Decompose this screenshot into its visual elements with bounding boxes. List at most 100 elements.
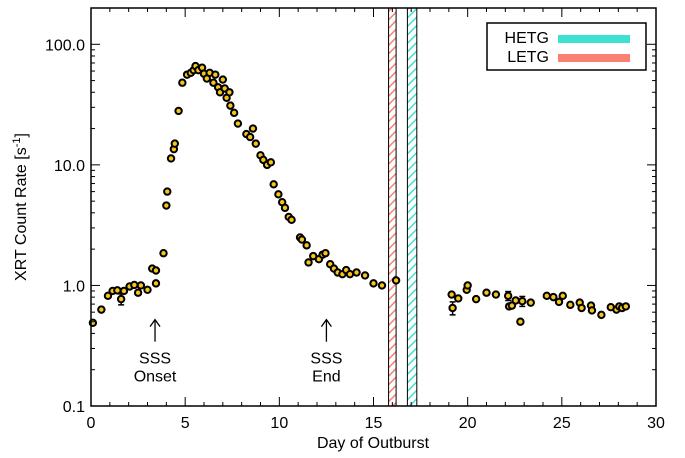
data-point (454, 294, 463, 303)
data-point (174, 106, 183, 116)
y-axis-ticks (91, 7, 656, 407)
data-point (503, 291, 513, 301)
legend-swatch-letg (558, 54, 630, 62)
data-point (116, 294, 126, 304)
legend-label-hetg: HETG (505, 30, 549, 47)
legend-box (486, 22, 647, 71)
data-point (391, 276, 401, 285)
data-point (554, 297, 564, 307)
data-point (211, 70, 220, 79)
data-point (516, 317, 525, 326)
observation-windows (388, 7, 418, 407)
data-point (448, 303, 457, 313)
annotation-label: Onset (134, 369, 177, 386)
data-point (233, 119, 243, 128)
x-tick-label: 20 (459, 415, 477, 432)
data-point (136, 281, 146, 290)
data-point (103, 291, 113, 301)
observation-window-hetg (406, 7, 418, 407)
legend-label-letg: LETG (507, 49, 549, 66)
data-point (166, 154, 176, 163)
data-point (471, 294, 481, 304)
data-point (360, 271, 370, 280)
x-tick-label: 15 (365, 415, 383, 432)
data-point (162, 201, 171, 210)
data-point (566, 300, 575, 310)
data-point (447, 290, 456, 299)
data-point (97, 305, 106, 314)
data-point (229, 108, 239, 118)
data-point (218, 75, 228, 84)
y-axis-title: XRT Count Rate [s-1] (11, 133, 30, 281)
data-point (170, 139, 180, 148)
data-point (345, 269, 355, 279)
legend-swatch-hetg (558, 35, 630, 43)
data-point (266, 158, 276, 167)
data-point (549, 292, 558, 302)
data-point (482, 288, 491, 297)
data-point (463, 281, 472, 290)
data-point (245, 132, 255, 142)
x-tick-label: 10 (270, 415, 288, 432)
data-point (587, 306, 597, 315)
y-tick-label: 100.0 (45, 37, 85, 54)
data-point (178, 78, 187, 87)
data-point (302, 241, 311, 250)
data-point (209, 78, 218, 87)
data-point (225, 88, 234, 97)
x-axis-ticks (90, 8, 657, 406)
y-axis-title-main: XRT Count Rate [s (13, 147, 30, 281)
data-point (159, 249, 168, 258)
y-tick-label: 1.0 (63, 278, 85, 295)
data-point (269, 180, 278, 189)
x-tick-label: 0 (87, 415, 96, 432)
annotation-arrowhead (149, 318, 161, 328)
data-point (542, 291, 551, 301)
x-tick-label: 5 (181, 415, 190, 432)
data-point (621, 302, 631, 311)
data-point (274, 190, 283, 199)
data-point (163, 187, 172, 196)
data-point (151, 279, 161, 288)
data-point (226, 101, 235, 110)
data-point (369, 279, 378, 288)
annotation-label: End (312, 369, 340, 386)
data-point (526, 298, 535, 307)
data-point (321, 249, 330, 258)
data-points (88, 61, 631, 327)
legend: HETG LETG (486, 22, 647, 71)
annotation-label: SSS (310, 351, 342, 368)
data-point (352, 268, 361, 277)
data-point (558, 291, 567, 301)
data-point (377, 281, 387, 290)
observation-window-letg (388, 7, 397, 407)
data-point (280, 203, 290, 213)
data-point (577, 303, 586, 313)
annotation-arrowhead (320, 318, 332, 328)
data-point (287, 215, 296, 225)
data-point (130, 280, 139, 290)
x-tick-label: 30 (647, 415, 665, 432)
data-point (304, 258, 313, 267)
x-axis-title: Day of Outburst (317, 435, 430, 452)
data-point (597, 310, 606, 320)
data-point (151, 266, 161, 275)
x-tick-label: 25 (553, 415, 571, 432)
y-axis-title-end: ] (13, 133, 30, 137)
data-point (133, 288, 143, 297)
data-point (491, 290, 501, 299)
data-point (297, 235, 307, 244)
annotation-label: SSS (139, 351, 171, 368)
x-axis-tick-labels: 0 5 10 15 20 25 30 (87, 415, 665, 432)
y-axis-tick-labels: 0.1 1.0 10.0 100.0 (45, 37, 85, 416)
data-point (143, 285, 152, 294)
data-point (113, 286, 122, 295)
data-point (119, 286, 129, 296)
y-axis-title-exponent: -1 (11, 137, 23, 147)
data-point (518, 296, 527, 306)
data-point (251, 139, 260, 148)
data-point (248, 124, 258, 133)
y-tick-label: 10.0 (54, 158, 85, 175)
